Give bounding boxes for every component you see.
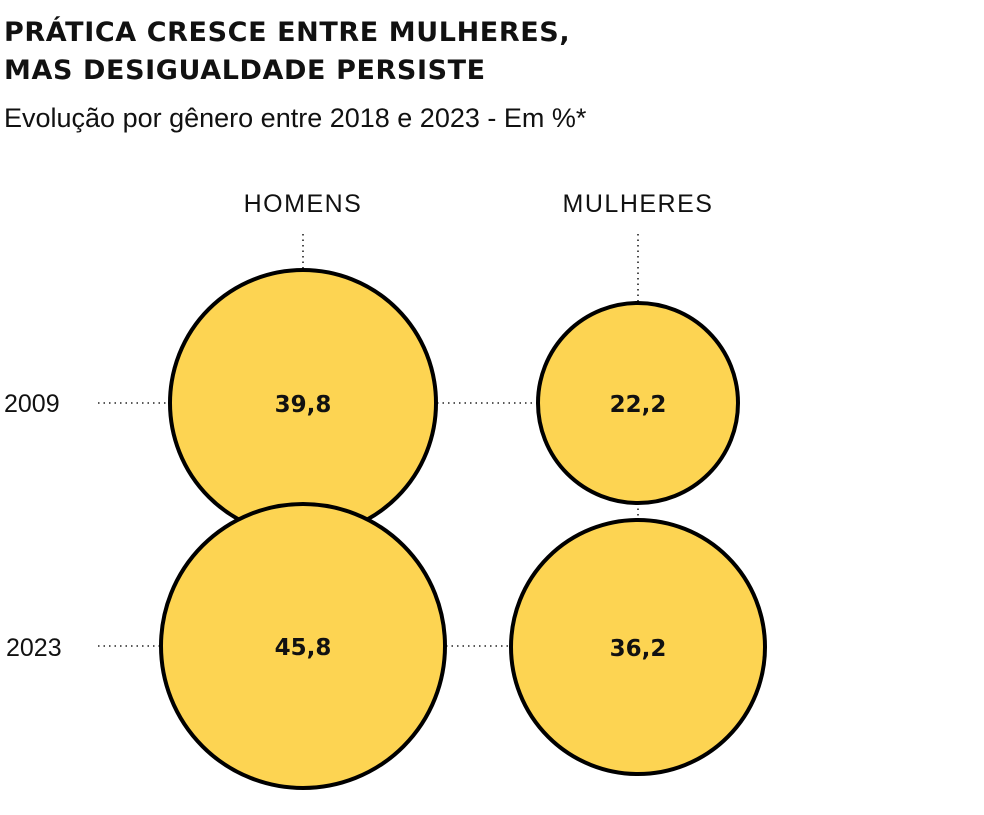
bubble-circle [159, 502, 447, 790]
value-label: 22,2 [610, 392, 667, 418]
bubble-mulheres-2009: 22,2 [536, 301, 740, 505]
value-label: 36,2 [610, 636, 667, 662]
bubble-mulheres-2023: 36,2 [509, 518, 767, 776]
row-label-2009: 2009 [4, 390, 60, 418]
row-label-2023: 2023 [6, 634, 62, 662]
bubble-homens-2009: 39,8 [168, 268, 438, 538]
bubble-homens-2023: 45,8 [159, 502, 447, 790]
column-label-mulheres: MULHERES [563, 190, 714, 218]
title-line-2: MAS DESIGUALDADE PERSISTE [4, 55, 486, 86]
value-label: 45,8 [275, 635, 332, 661]
bubble-circle [509, 518, 767, 776]
value-label: 39,8 [275, 392, 332, 418]
column-label-homens: HOMENS [244, 190, 363, 218]
chart-subtitle: Evolução por gênero entre 2018 e 2023 - … [4, 103, 587, 133]
chart-title: PRÁTICA CRESCE ENTRE MULHERES, MAS DESIG… [4, 14, 570, 90]
bubble-circle [536, 301, 740, 505]
title-line-1: PRÁTICA CRESCE ENTRE MULHERES, [4, 17, 571, 48]
